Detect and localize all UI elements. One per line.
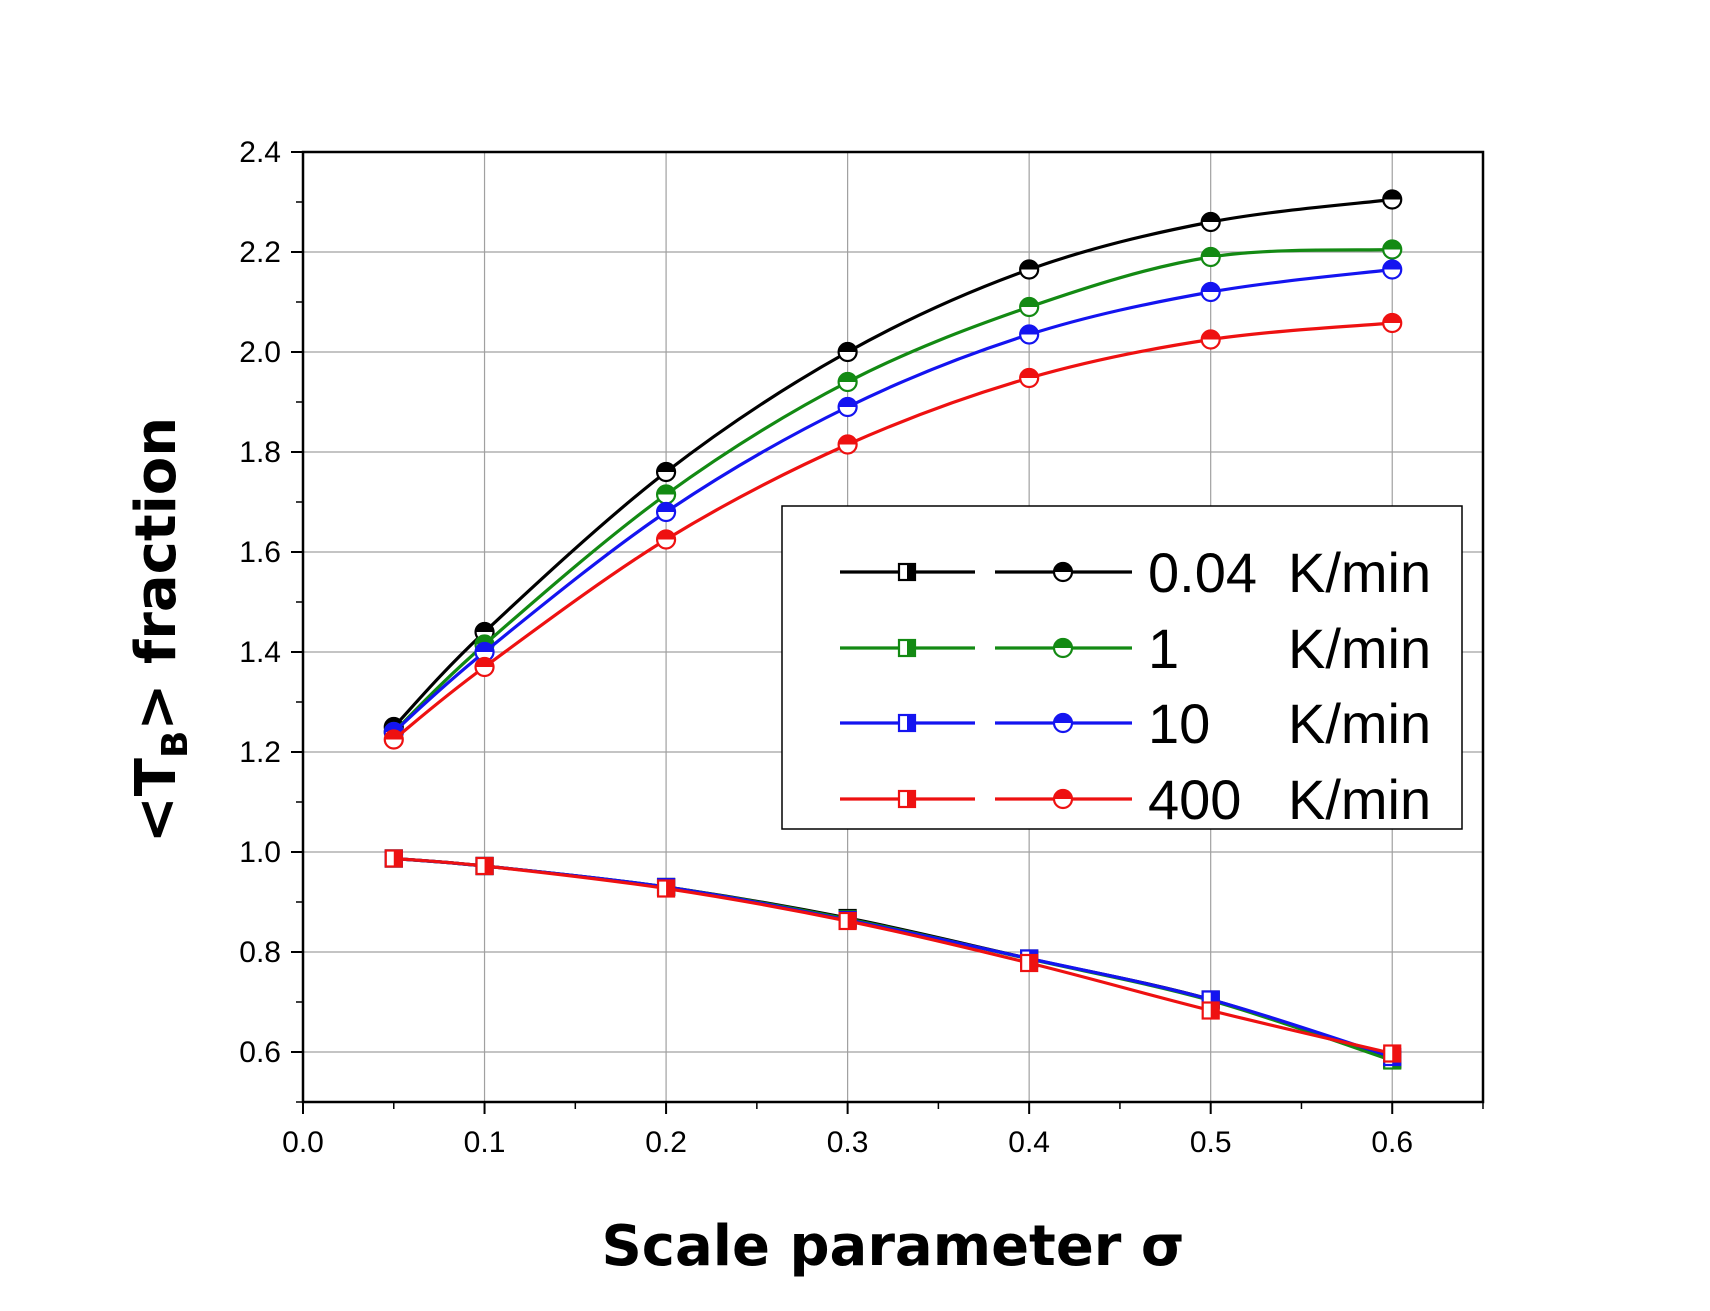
data-point-circle [1382,239,1403,260]
legend-square-marker [897,562,917,582]
data-point-circle [1200,211,1221,233]
y-axis-title: <TB> fraction [124,417,196,843]
legend-rate: 1 [1148,617,1179,680]
data-point-circle [655,484,677,505]
legend-entry: 400 K/min [840,768,1431,831]
data-point-circle [655,461,677,483]
y-axis-title-subscript: B [155,731,196,758]
series-400-k-per-min [383,312,1403,1063]
data-point-circle [1019,324,1040,345]
legend-unit: K/min [1288,692,1431,755]
series-line-squares [393,856,1393,1062]
x-tick-label: 0.2 [645,1126,687,1159]
legend-rate: 0.04 [1148,541,1257,604]
x-tick-label: 0.5 [1190,1126,1232,1159]
legend: 0.04 K/min 1 K/min 10 K/min 400 K/min [781,505,1463,831]
legend-circle-marker [1052,788,1074,810]
plot-frame [301,150,1485,1104]
data-point-circle [1019,296,1040,318]
data-point-square [1020,953,1039,973]
data-point-circle [837,341,858,363]
data-point-circle [655,501,677,523]
series-line-squares [393,856,1393,1063]
data-point-circle [1019,367,1040,389]
legend-entry: 10 K/min [840,692,1431,755]
legend-box [781,505,1463,830]
y-tick-label: 2.2 [239,236,281,269]
y-tick-label: 1.0 [239,836,281,869]
x-tick-label: 0.1 [464,1126,506,1159]
legend-unit: K/min [1288,541,1431,604]
legend-entries: 0.04 K/min 1 K/min 10 K/min 400 K/min [840,541,1431,831]
legend-circle-marker [1052,561,1074,583]
data-point-circle [1200,281,1221,303]
data-point-circle [1382,259,1403,280]
legend-entry: 0.04 K/min [840,541,1431,604]
legend-unit: K/min [1288,768,1431,831]
series-layer [383,189,1403,1070]
legend-circle-marker [1052,712,1074,734]
y-tick-label: 0.8 [239,936,281,969]
y-tick-label: 1.8 [239,436,281,469]
legend-square-marker [897,638,917,658]
data-point-square [384,849,403,868]
data-point-circle [1382,312,1403,334]
legend-circle-marker [1052,637,1074,659]
x-tick-label: 0.4 [1008,1126,1050,1159]
y-tick-label: 1.4 [239,636,281,669]
data-point-square [656,879,676,898]
y-tick-label: 1.6 [239,536,281,569]
y-tick-labels: 0.6 0.8 1.0 1.2 1.4 1.6 1.8 2.0 2.2 2.4 [239,136,281,1069]
data-point-circle [837,371,858,393]
legend-square-marker [897,789,917,809]
series-line-squares [393,856,1393,1059]
data-point-circle [837,396,858,418]
y-tick-label: 2.4 [239,136,281,169]
data-point-circle [474,656,495,678]
legend-rate: 10 [1148,692,1210,755]
y-axis-title-suffix: > fraction [124,417,189,731]
legend-rate: 400 [1148,768,1241,831]
data-point-circle [837,434,858,455]
y-tick-label: 0.6 [239,1036,281,1069]
data-point-circle [1382,189,1403,210]
x-tick-label: 0.6 [1371,1126,1413,1159]
y-axis-title-prefix: <T [124,758,189,843]
data-point-square [475,856,494,876]
x-tick-label: 0.3 [827,1126,869,1159]
data-point-circle [1200,329,1221,350]
data-point-circle [1200,246,1221,268]
data-point-circle [1019,259,1040,280]
data-point-circle [383,729,404,750]
x-tick-label: 0.0 [282,1126,324,1159]
x-tick-labels: 0.0 0.1 0.2 0.3 0.4 0.5 0.6 [282,1126,1413,1159]
series-line-squares [393,856,1393,1056]
y-tick-label: 1.2 [239,736,281,769]
y-tick-label: 2.0 [239,336,281,369]
data-point-square [1201,1001,1220,1020]
legend-square-marker [897,713,917,733]
legend-unit: K/min [1288,617,1431,680]
x-axis-title: Scale parameter σ [601,1214,1184,1279]
legend-entry: 1 K/min [840,617,1431,680]
data-point-square [838,911,857,931]
data-point-square [1383,1044,1402,1063]
data-point-circle [655,529,677,550]
